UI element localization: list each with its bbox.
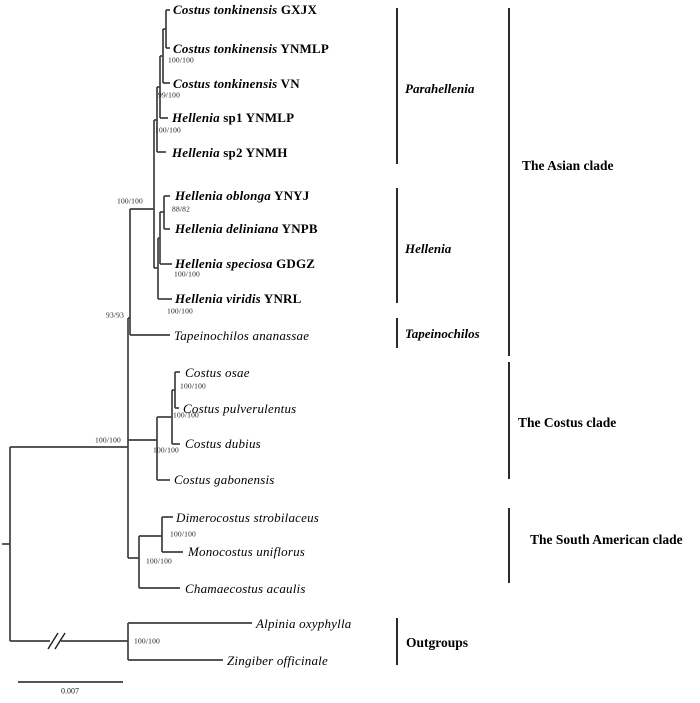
genus-group-label: Parahellenia bbox=[405, 81, 475, 96]
taxon-scientific-name: Hellenia bbox=[172, 145, 220, 160]
node-support-value: 88/82 bbox=[172, 204, 191, 214]
taxon-scientific-name: Hellenia oblonga bbox=[175, 188, 272, 203]
node-support-value: 93/93 bbox=[106, 310, 125, 320]
node-support-value: 100/100 bbox=[170, 529, 196, 539]
taxon-label: Costus pulverulentus bbox=[183, 401, 296, 417]
node-support-value: 100/100 bbox=[180, 381, 206, 391]
taxon-scientific-name: Dimerocostus strobilaceus bbox=[176, 510, 320, 525]
node-support-value: 100/100 bbox=[168, 55, 194, 65]
taxon-scientific-name: Costus tonkinensis bbox=[173, 2, 278, 17]
taxon-scientific-name: Hellenia viridis bbox=[175, 291, 261, 306]
genus-group-label: Tapeinochilos bbox=[405, 326, 480, 341]
taxon-label: Hellenia viridis YNRL bbox=[175, 291, 302, 307]
taxon-label: Dimerocostus strobilaceus bbox=[176, 510, 319, 526]
taxon-label: Zingiber officinale bbox=[227, 653, 328, 669]
taxon-accession: GXJX bbox=[277, 2, 318, 17]
taxon-label: Costus tonkinensis YNMLP bbox=[173, 41, 329, 57]
node-support-value: 100/100 bbox=[134, 636, 160, 646]
clade-group-label: Outgroups bbox=[406, 635, 469, 650]
branch-break-slash-icon bbox=[47, 632, 59, 650]
taxon-label: Hellenia sp1 YNMLP bbox=[172, 110, 294, 126]
clade-group-label: The Costus clade bbox=[518, 415, 617, 430]
taxon-scientific-name: Hellenia bbox=[172, 110, 220, 125]
taxon-label: Costus tonkinensis VN bbox=[173, 76, 300, 92]
node-support-value: 100/100 bbox=[174, 269, 200, 279]
taxon-label: Hellenia deliniana YNPB bbox=[175, 221, 318, 237]
taxon-accession: sp2 YNMH bbox=[219, 145, 288, 160]
branch-break-slash-icon bbox=[54, 632, 66, 650]
taxon-scientific-name: Hellenia speciosa bbox=[175, 256, 273, 271]
taxon-accession: YNPB bbox=[278, 221, 318, 236]
taxon-accession: GDGZ bbox=[272, 256, 316, 271]
taxon-label: Chamaecostus acaulis bbox=[185, 581, 306, 597]
scale-bar-value: 0.007 bbox=[61, 686, 79, 696]
node-support-value: 100/100 bbox=[146, 556, 172, 566]
taxon-scientific-name: Alpinia oxyphylla bbox=[256, 616, 352, 631]
taxon-label: Costus gabonensis bbox=[174, 472, 275, 488]
node-support-value: 99/100 bbox=[158, 90, 181, 100]
node-support-value: 100/100 bbox=[95, 435, 121, 445]
node-support-value: 100/100 bbox=[153, 445, 179, 455]
clade-group-label: The South American clade bbox=[530, 532, 683, 547]
node-support-value: 100/100 bbox=[167, 306, 193, 316]
taxon-scientific-name: Monocostus uniflorus bbox=[188, 544, 306, 559]
taxon-label: Alpinia oxyphylla bbox=[256, 616, 351, 632]
taxon-accession: YNMLP bbox=[277, 41, 330, 56]
taxon-scientific-name: Costus pulverulentus bbox=[183, 401, 297, 416]
taxon-scientific-name: Chamaecostus acaulis bbox=[185, 581, 306, 596]
taxon-accession: VN bbox=[277, 76, 300, 91]
taxon-scientific-name: Costus osae bbox=[185, 365, 250, 380]
taxon-accession: YNYJ bbox=[271, 188, 310, 203]
taxon-label: Hellenia speciosa GDGZ bbox=[175, 256, 315, 272]
taxon-label: Tapeinochilos ananassae bbox=[174, 328, 309, 344]
taxon-scientific-name: Costus tonkinensis bbox=[173, 41, 278, 56]
node-support-value: 100/100 bbox=[117, 196, 143, 206]
taxon-scientific-name: Costus dubius bbox=[185, 436, 261, 451]
taxon-scientific-name: Tapeinochilos ananassae bbox=[174, 328, 310, 343]
taxon-label: Costus tonkinensis GXJX bbox=[173, 2, 317, 18]
genus-group-label: Hellenia bbox=[405, 241, 452, 256]
clade-group-label: The Asian clade bbox=[522, 158, 614, 173]
taxon-scientific-name: Hellenia deliniana bbox=[175, 221, 279, 236]
taxon-scientific-name: Costus gabonensis bbox=[174, 472, 275, 487]
taxon-label: Costus dubius bbox=[185, 436, 261, 452]
taxon-label: Monocostus uniflorus bbox=[188, 544, 305, 560]
taxon-scientific-name: Costus tonkinensis bbox=[173, 76, 278, 91]
taxon-scientific-name: Zingiber officinale bbox=[227, 653, 328, 668]
node-support-value: 100/100 bbox=[173, 410, 199, 420]
taxon-label: Hellenia oblonga YNYJ bbox=[175, 188, 309, 204]
taxon-accession: YNRL bbox=[260, 291, 302, 306]
taxon-label: Costus osae bbox=[185, 365, 250, 381]
node-support-value: 100/100 bbox=[155, 125, 181, 135]
taxon-label: Hellenia sp2 YNMH bbox=[172, 145, 288, 161]
taxon-accession: sp1 YNMLP bbox=[219, 110, 295, 125]
